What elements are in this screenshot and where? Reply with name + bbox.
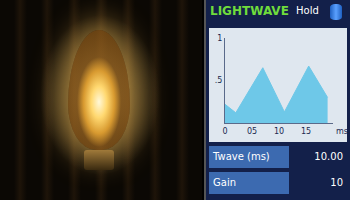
svg-text:10: 10 <box>274 127 284 136</box>
html-text:10.00: 10.00 <box>314 151 343 162</box>
html-text:Gain: Gain <box>213 177 236 188</box>
svg-text:0: 0 <box>222 127 227 136</box>
svg-text:.5: .5 <box>215 76 223 85</box>
html-text:Hold: Hold <box>296 5 319 16</box>
svg-text:ms: ms <box>336 127 347 136</box>
html-text:LIGHTWAVE: LIGHTWAVE <box>210 4 289 18</box>
html-text:10: 10 <box>330 177 343 188</box>
html-text:Twave (ms): Twave (ms) <box>213 151 270 162</box>
svg-text:1: 1 <box>217 34 222 43</box>
svg-text:15: 15 <box>301 127 311 136</box>
svg-text:05: 05 <box>247 127 257 136</box>
